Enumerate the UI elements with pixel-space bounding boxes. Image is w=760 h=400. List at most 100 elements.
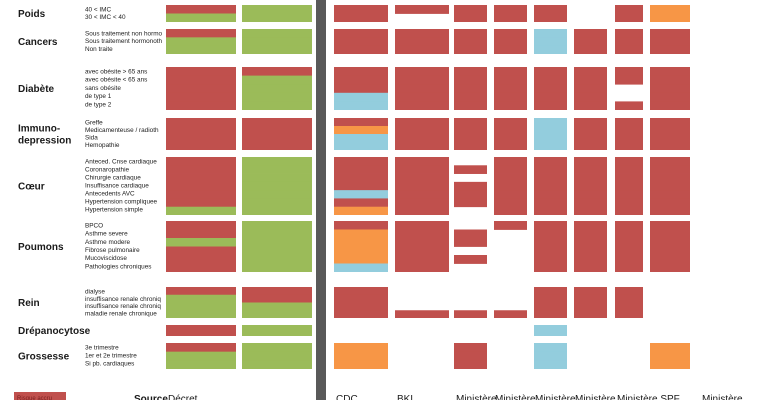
heat-cell (242, 325, 312, 336)
item-label: insuffisance renale chroniq (85, 303, 161, 310)
heat-cell (650, 29, 690, 38)
heat-cell (494, 126, 527, 135)
heat-cell (334, 343, 388, 353)
heat-cell (574, 246, 607, 256)
heat-cell (534, 134, 567, 143)
heat-cell (242, 165, 312, 174)
heat-cell (395, 246, 449, 256)
heat-cell (395, 37, 449, 47)
item-label: Hemopathie (85, 142, 120, 149)
heat-cell (334, 142, 388, 150)
heat-cell (615, 221, 643, 230)
item-label: maladie renale chronique (85, 310, 157, 317)
heat-cell (650, 101, 690, 110)
heat-cell (650, 75, 690, 85)
heat-cell (166, 118, 236, 127)
source-header: Ministère (535, 394, 576, 400)
heat-cell (574, 75, 607, 85)
heat-cell (615, 134, 643, 143)
heat-cell (615, 101, 643, 110)
heat-cell (334, 294, 388, 303)
heat-cell (534, 325, 567, 336)
heat-cell (494, 310, 527, 318)
heat-cell (166, 190, 236, 199)
category-label: depression (18, 136, 71, 147)
heat-cell (574, 92, 607, 102)
heat-cell (494, 13, 527, 22)
heat-cell (334, 75, 388, 85)
heat-cell (334, 310, 388, 318)
item-label: Asthme modere (85, 239, 131, 246)
item-label: Insuffisance cardiaque (85, 183, 149, 190)
heat-cell (574, 173, 607, 183)
heat-cell (574, 45, 607, 54)
heat-cell (334, 351, 388, 361)
heat-cell (334, 360, 388, 369)
heat-cell (166, 246, 236, 256)
heat-cell (334, 198, 388, 208)
item-label: Hypertension simple (85, 207, 143, 214)
item-label: Sida (85, 135, 98, 142)
heat-cell (650, 246, 690, 256)
heat-cell (574, 29, 607, 38)
heat-cell (534, 343, 567, 353)
heat-cell (534, 302, 567, 311)
heat-cell (534, 84, 567, 94)
item-label: dialyse (85, 289, 105, 296)
heat-cell (534, 360, 567, 369)
heat-cell (534, 310, 567, 318)
heat-cell (454, 360, 487, 369)
heat-cell (242, 126, 312, 135)
source-header: Ministère (456, 394, 497, 400)
heat-cell (242, 263, 312, 272)
heat-cell (650, 84, 690, 94)
item-label: Greffe (85, 120, 103, 127)
heat-cell (242, 45, 312, 54)
heat-cell (242, 238, 312, 247)
heat-cell (395, 173, 449, 183)
heat-cell (534, 75, 567, 85)
heat-cell (615, 229, 643, 239)
heat-cell (242, 173, 312, 183)
heat-cell (395, 255, 449, 264)
heat-cell (242, 246, 312, 256)
item-label: Sous traitement hormonoth (85, 38, 163, 45)
heat-cell (650, 5, 690, 14)
heat-cell (334, 67, 388, 76)
heat-cell (574, 134, 607, 143)
heat-cell (334, 13, 388, 22)
heat-cell (574, 238, 607, 247)
item-label: Si pb. cardiaques (85, 361, 134, 368)
heat-cell (395, 229, 449, 239)
heat-cell (615, 246, 643, 256)
source-header: CDC (336, 394, 358, 400)
heat-cell (166, 325, 236, 336)
heat-cell (334, 246, 388, 256)
heat-cell (534, 190, 567, 199)
heat-cell (534, 255, 567, 264)
heat-cell (166, 134, 236, 143)
heat-cell (395, 310, 449, 318)
heat-cell (334, 134, 388, 143)
heat-cell (615, 29, 643, 38)
item-label: Mucoviscidose (85, 255, 127, 262)
heat-cell (454, 165, 487, 174)
heat-cell (242, 198, 312, 208)
heat-cell (574, 142, 607, 150)
heat-cell (454, 118, 487, 127)
heat-cell (454, 37, 487, 47)
heat-cell (395, 198, 449, 208)
source-header: Ministère (495, 394, 536, 400)
heat-cell (454, 75, 487, 85)
heat-cell (615, 310, 643, 318)
heat-cell (615, 142, 643, 150)
heat-cell (534, 45, 567, 54)
heat-cell (494, 29, 527, 38)
heat-cell (494, 198, 527, 208)
heat-cell (534, 165, 567, 174)
heat-cell (650, 13, 690, 22)
heat-cell (334, 126, 388, 135)
source-header: Ministère SPF (617, 394, 680, 400)
heat-cell (650, 238, 690, 247)
heat-cell (166, 221, 236, 230)
